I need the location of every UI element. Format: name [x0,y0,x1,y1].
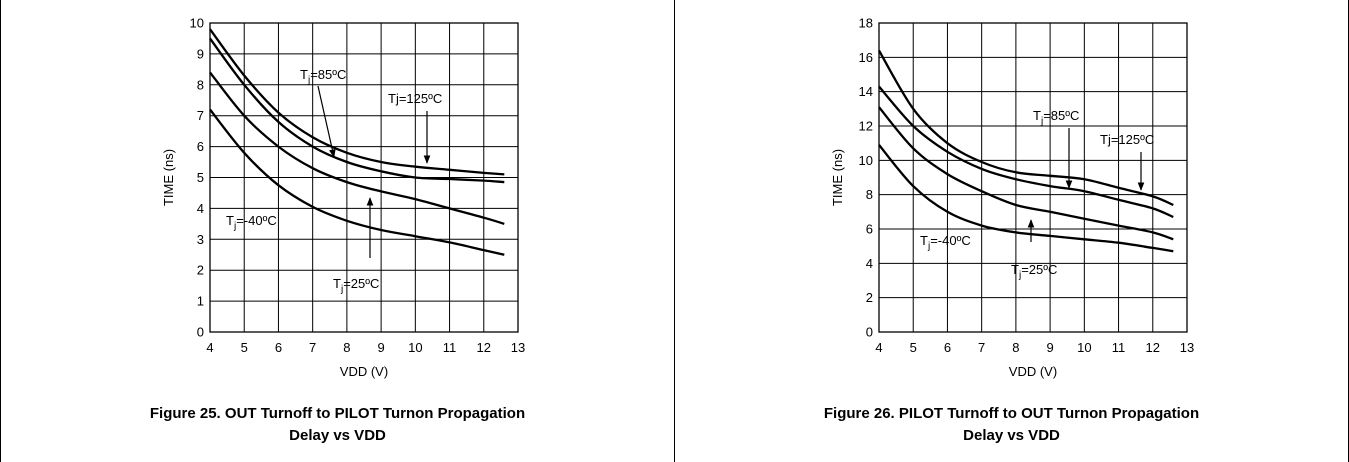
figure-25-caption: Figure 25. OUT Turnoff to PILOT Turnon P… [1,403,674,447]
annotation-label-1: Tj=85ºC [300,67,346,86]
annotation-label-4: Tj=25ºC [1011,262,1057,281]
x-axis-label: VDD (V) [1009,364,1057,379]
series-line-3 [209,71,505,225]
x-tick-label: 5 [910,340,917,355]
annotation-arrow-1 [317,85,336,158]
figure-26-chart: 4 5 6 7 8 9 10 11 12 13 0 2 4 6 8 10 12 14 16 18 VDD (V) TIME… [830,16,1194,380]
series-line-4 [209,108,505,256]
x-tick-label: 13 [511,340,525,355]
y-tick-label: 12 [859,119,873,134]
y-tick-label: 16 [859,50,873,65]
y-tick-label: 3 [197,232,204,247]
figure-25-caption-line-2: Delay vs VDD [289,427,386,444]
x-tick-label: 4 [875,340,882,355]
y-tick-label: 2 [197,263,204,278]
plot-frame [878,22,1188,333]
annotation-label-3: Tj=-40ºC [920,233,971,252]
annotation-label-2: Tj=125ºC [1100,132,1154,147]
series-line-4 [878,144,1174,253]
x-tick-label: 11 [1112,340,1126,355]
y-tick-label: 10 [190,16,204,31]
figure-25-caption-line-1: Figure 25. OUT Turnoff to PILOT Turnon P… [149,405,526,422]
series-line-2 [878,85,1174,219]
x-axis-label: VDD (V) [340,364,388,379]
y-tick-label: 6 [866,222,873,237]
y-axis-label: TIME (ns) [161,149,176,206]
series-line-1 [209,28,505,176]
y-tick-label: 7 [197,108,204,123]
x-tick-label: 9 [377,340,384,355]
y-tick-label: 18 [859,16,873,31]
x-tick-label: 10 [1077,340,1091,355]
figure-26-caption-line-1: Figure 26. PILOT Turnoff to OUT Turnon P… [823,405,1200,422]
y-axis-label: TIME (ns) [830,149,845,206]
y-tick-label: 10 [859,153,873,168]
x-tick-label: 10 [408,340,422,355]
annotation-label-1: Tj=85ºC [1033,108,1079,127]
x-tick-label: 6 [944,340,951,355]
x-tick-label: 7 [978,340,985,355]
y-tick-label: 4 [197,201,204,216]
y-tick-label: 9 [197,46,204,61]
y-tick-label: 1 [197,294,204,309]
x-tick-label: 12 [477,340,491,355]
figure-26-panel: 4 5 6 7 8 9 10 11 12 13 0 2 4 6 8 10 12 14 16 18 VDD (V) TIME… [675,0,1349,462]
y-tick-label: 4 [866,256,873,271]
annotation-label-3: Tj=-40ºC [226,213,277,232]
x-tick-label: 13 [1180,340,1194,355]
x-tick-label: 8 [1012,340,1019,355]
y-tick-label: 6 [197,139,204,154]
figure-26-caption-line-2: Delay vs VDD [963,427,1060,444]
x-tick-label: 7 [309,340,316,355]
series-line-2 [209,37,505,184]
annotation-label-2: Tj=125ºC [388,91,442,106]
x-tick-label: 12 [1146,340,1160,355]
y-tick-label: 8 [866,187,873,202]
series-line-3 [878,106,1174,241]
y-tick-label: 14 [859,84,873,99]
x-tick-label: 9 [1046,340,1053,355]
y-tick-label: 0 [197,325,204,340]
x-tick-label: 6 [275,340,282,355]
y-tick-label: 8 [197,77,204,92]
y-tick-label: 0 [866,325,873,340]
grid [878,22,1188,333]
annotation-label-4: Tj=25ºC [333,276,379,295]
x-tick-label: 11 [443,340,457,355]
x-tick-label: 8 [343,340,350,355]
plot-frame [209,22,519,333]
series-line-1 [878,49,1174,207]
x-tick-label: 4 [206,340,213,355]
figure-25-panel: 4 5 6 7 8 9 10 11 12 13 0 1 2 3 4 5 6 7 8 9 10 VDD (V) TIME (n… [0,0,675,462]
figure-26-caption: Figure 26. PILOT Turnoff to OUT Turnon P… [675,403,1348,447]
y-tick-label: 2 [866,290,873,305]
y-tick-label: 5 [197,170,204,185]
x-tick-label: 5 [241,340,248,355]
